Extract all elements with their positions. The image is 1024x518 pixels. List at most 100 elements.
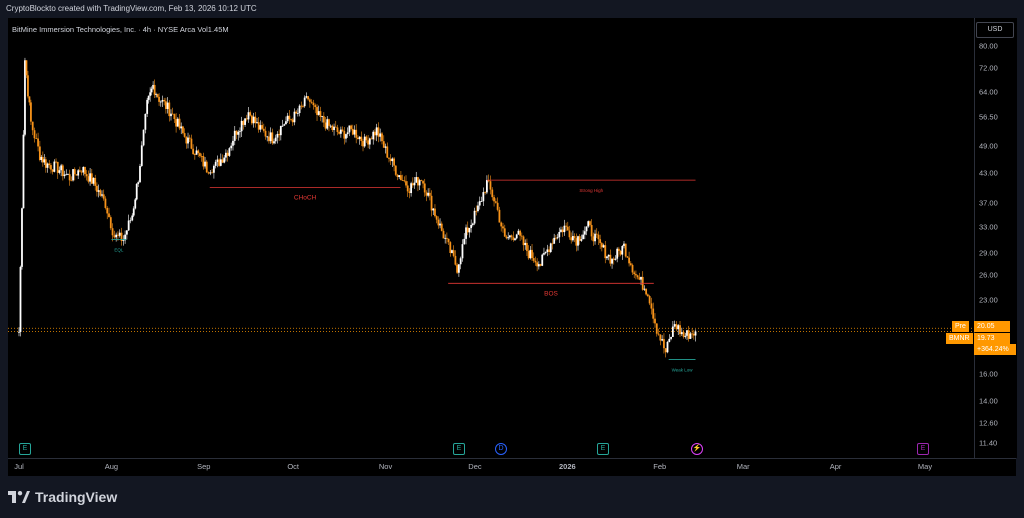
candle-body	[526, 242, 528, 251]
candle-body	[435, 216, 438, 220]
candle-body	[259, 125, 262, 130]
candle-body	[170, 113, 172, 117]
candle-body	[561, 229, 564, 233]
split-icon[interactable]: ⚡	[691, 443, 703, 455]
candle-body	[475, 210, 478, 212]
candle-body	[689, 333, 692, 339]
candle-body	[360, 136, 363, 142]
candle-body	[384, 146, 387, 148]
candle-body	[202, 156, 205, 167]
candle-body	[507, 237, 510, 239]
candle-body	[257, 122, 260, 130]
candle-body	[305, 96, 308, 98]
candle-body	[90, 173, 93, 184]
candle-body	[204, 161, 206, 167]
candle-body	[310, 101, 313, 103]
candle-body	[331, 125, 334, 131]
candle-body	[319, 111, 322, 117]
candle-body	[377, 127, 380, 137]
candle-body	[230, 145, 233, 149]
price-tick-label: 26.00	[979, 270, 998, 280]
candle-body	[444, 237, 447, 239]
candle-body	[296, 113, 299, 114]
candle-body	[452, 250, 455, 256]
candle-body	[353, 129, 356, 135]
candle-body	[614, 258, 617, 260]
candle-body	[286, 115, 289, 122]
candle-body	[411, 183, 414, 186]
candle-body	[410, 183, 413, 194]
candle-body	[682, 332, 685, 337]
tradingview-logo[interactable]: TradingView	[8, 489, 117, 505]
candle-body	[659, 334, 662, 341]
candle-body	[118, 232, 121, 236]
candle-body	[140, 145, 143, 166]
candle-body	[166, 102, 169, 109]
change-percent: +364.24%	[974, 344, 1016, 355]
candle-body	[214, 161, 217, 166]
candle-body	[363, 136, 366, 147]
price-tick-label: 72.00	[979, 63, 998, 73]
time-tick-label: Dec	[468, 462, 482, 471]
candle-body	[102, 194, 105, 199]
time-axis[interactable]	[8, 458, 1016, 477]
candle-body	[522, 236, 525, 246]
candle-body	[502, 226, 504, 229]
candle-body	[316, 107, 318, 115]
candle-body	[428, 192, 431, 196]
candle-body	[178, 118, 181, 129]
candle-body	[276, 133, 279, 138]
candle-body	[242, 120, 245, 125]
candle-body	[345, 134, 347, 139]
candle-body	[18, 331, 20, 333]
candle-body	[566, 226, 569, 231]
candle-body	[182, 126, 184, 134]
candle-body	[437, 219, 440, 226]
candle-body	[53, 161, 56, 172]
candle-body	[51, 169, 54, 172]
earnings-icon[interactable]: E	[917, 443, 929, 455]
candle-body	[466, 227, 469, 233]
candle-body	[594, 233, 596, 242]
candle-body	[55, 161, 57, 163]
candle-body	[307, 96, 309, 100]
candle-body	[125, 230, 128, 235]
dividend-icon[interactable]: D	[495, 443, 507, 455]
time-tick-label: Aug	[104, 462, 119, 471]
candle-body	[673, 324, 676, 327]
currency-selector[interactable]: USD	[976, 22, 1014, 38]
candle-body	[175, 119, 178, 127]
candle-body	[168, 102, 171, 117]
price-tick-label: 80.00	[979, 41, 998, 51]
candle-body	[577, 236, 579, 246]
candlestick-plot[interactable]: CHoCH Strong High BOS Weak Low EQL	[8, 18, 974, 458]
candle-body	[663, 339, 665, 349]
candle-body	[621, 245, 624, 255]
candle-body	[187, 137, 189, 144]
candle-body	[185, 136, 188, 144]
earnings-icon[interactable]: E	[19, 443, 31, 455]
candle-body	[652, 308, 655, 319]
snapshot-header: CryptoBlockto created with TradingView.c…	[6, 4, 257, 13]
price-axis[interactable]	[974, 18, 1017, 458]
candle-body	[597, 234, 600, 240]
ticker-label: BMNR	[946, 333, 973, 344]
chart-pane[interactable]	[8, 18, 974, 458]
earnings-icon[interactable]: E	[453, 443, 465, 455]
candle-body	[33, 130, 36, 139]
candle-body	[237, 131, 240, 135]
candle-body	[233, 130, 236, 141]
candle-body	[568, 230, 571, 238]
earnings-icon[interactable]: E	[597, 443, 609, 455]
candle-body	[480, 201, 483, 203]
pre-market-price: 20.05	[974, 321, 1010, 332]
candle-body	[398, 175, 401, 178]
candle-body	[338, 131, 341, 134]
candle-body	[362, 141, 364, 147]
candle-body	[645, 288, 648, 295]
candle-body	[558, 231, 561, 238]
candle-body	[48, 163, 51, 166]
candle-body	[418, 180, 421, 186]
candle-body	[619, 251, 622, 255]
